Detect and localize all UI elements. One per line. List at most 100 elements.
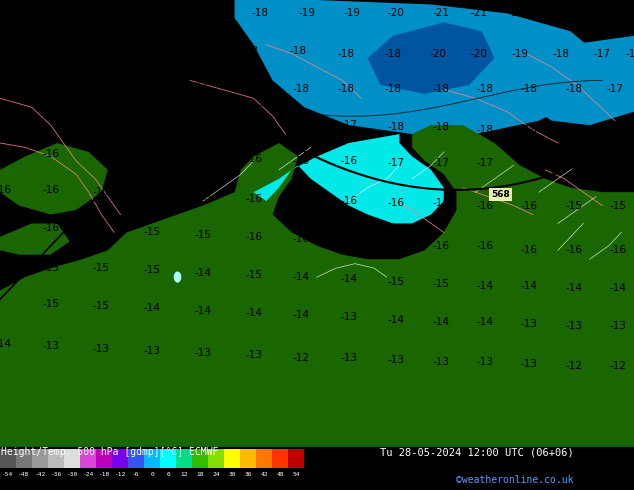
- Text: -18: -18: [432, 122, 449, 132]
- Text: -16: -16: [293, 156, 309, 166]
- Text: -16: -16: [340, 236, 357, 246]
- Text: -17: -17: [141, 42, 157, 52]
- Text: -12: -12: [293, 352, 309, 363]
- Text: -21: -21: [470, 8, 487, 19]
- Text: -16: -16: [39, 42, 56, 52]
- Text: -14: -14: [195, 268, 211, 278]
- Text: -17: -17: [626, 49, 634, 59]
- Bar: [288, 449, 304, 468]
- Text: -17: -17: [566, 124, 582, 135]
- Bar: [208, 449, 224, 468]
- Text: -13: -13: [93, 343, 110, 354]
- Bar: [48, 449, 64, 468]
- Text: -13: -13: [340, 312, 357, 322]
- Text: -12: -12: [115, 472, 126, 477]
- Text: -14: -14: [432, 317, 449, 327]
- Polygon shape: [520, 36, 634, 125]
- Text: -18: -18: [98, 472, 110, 477]
- Text: -14: -14: [610, 283, 626, 293]
- Bar: [256, 449, 272, 468]
- Text: -14: -14: [245, 308, 262, 318]
- Text: -48: -48: [18, 472, 30, 477]
- Text: 36: 36: [245, 472, 252, 477]
- Polygon shape: [0, 223, 70, 255]
- Bar: [160, 449, 176, 468]
- Text: -17: -17: [293, 120, 309, 130]
- Text: -18: -18: [293, 84, 309, 95]
- Text: -16: -16: [0, 113, 11, 123]
- Text: -14: -14: [293, 310, 309, 320]
- Text: -16: -16: [42, 78, 59, 88]
- Text: -16: -16: [144, 116, 160, 125]
- Text: -12: -12: [566, 362, 582, 371]
- Text: -16: -16: [340, 156, 357, 166]
- Text: 48: 48: [276, 472, 284, 477]
- Bar: [80, 449, 96, 468]
- Text: -18: -18: [477, 84, 493, 95]
- Text: -17: -17: [340, 120, 357, 130]
- Polygon shape: [0, 143, 108, 215]
- Text: -17: -17: [432, 158, 449, 168]
- Text: -13: -13: [521, 319, 538, 329]
- Text: -16: -16: [141, 80, 157, 90]
- Text: -15: -15: [245, 270, 262, 280]
- Text: -16: -16: [610, 160, 626, 171]
- Text: -14: -14: [521, 281, 538, 291]
- Text: -15: -15: [144, 190, 160, 199]
- Text: -18: -18: [242, 47, 259, 56]
- Text: -6: -6: [133, 472, 140, 477]
- Polygon shape: [235, 0, 602, 134]
- Text: -16: -16: [477, 241, 493, 251]
- Text: -16: -16: [93, 225, 110, 235]
- Text: -16: -16: [293, 196, 309, 206]
- Text: -14: -14: [195, 306, 211, 316]
- Text: -16: -16: [0, 223, 11, 233]
- Text: -20: -20: [508, 8, 525, 19]
- Text: -16: -16: [340, 196, 357, 206]
- Text: -16: -16: [245, 232, 262, 242]
- Text: -15: -15: [93, 187, 110, 197]
- Text: -13: -13: [42, 342, 59, 351]
- Text: -15: -15: [566, 200, 582, 211]
- Text: -16: -16: [245, 194, 262, 204]
- Text: -18: -18: [252, 8, 268, 19]
- Text: -15: -15: [93, 263, 110, 273]
- Text: -18: -18: [337, 84, 354, 95]
- Text: -17: -17: [36, 8, 53, 19]
- Bar: [192, 449, 208, 468]
- Text: 54: 54: [292, 472, 300, 477]
- Text: -18: -18: [385, 84, 401, 95]
- Text: -15: -15: [0, 78, 11, 88]
- Text: -15: -15: [195, 192, 211, 201]
- Text: -16: -16: [477, 200, 493, 211]
- Text: -17: -17: [144, 8, 160, 19]
- Text: -17: -17: [610, 124, 626, 135]
- Text: -17: -17: [607, 84, 623, 95]
- Text: -18: -18: [477, 124, 493, 135]
- Text: -15: -15: [388, 276, 404, 287]
- Text: -14: -14: [0, 339, 11, 349]
- Text: -19: -19: [299, 8, 316, 19]
- Text: -16: -16: [0, 185, 11, 195]
- Text: -16: -16: [93, 78, 110, 88]
- Text: -14: -14: [566, 283, 582, 293]
- Text: -18: -18: [616, 8, 633, 19]
- Text: -17: -17: [191, 80, 208, 90]
- Text: -16: -16: [195, 116, 211, 125]
- Bar: [176, 449, 192, 468]
- Text: -17: -17: [245, 118, 262, 128]
- Text: -18: -18: [385, 49, 401, 59]
- Text: 0: 0: [150, 472, 154, 477]
- Text: -14: -14: [144, 303, 160, 313]
- Text: -16: -16: [93, 113, 110, 123]
- Text: 24: 24: [212, 472, 220, 477]
- Text: -17: -17: [521, 160, 538, 171]
- Text: -18: -18: [566, 84, 582, 95]
- Text: -16: -16: [521, 245, 538, 255]
- Text: -54: -54: [3, 472, 14, 477]
- Text: -14: -14: [388, 315, 404, 324]
- Bar: [144, 449, 160, 468]
- Text: -42: -42: [34, 472, 46, 477]
- Text: 18: 18: [197, 472, 204, 477]
- Text: -18: -18: [521, 124, 538, 135]
